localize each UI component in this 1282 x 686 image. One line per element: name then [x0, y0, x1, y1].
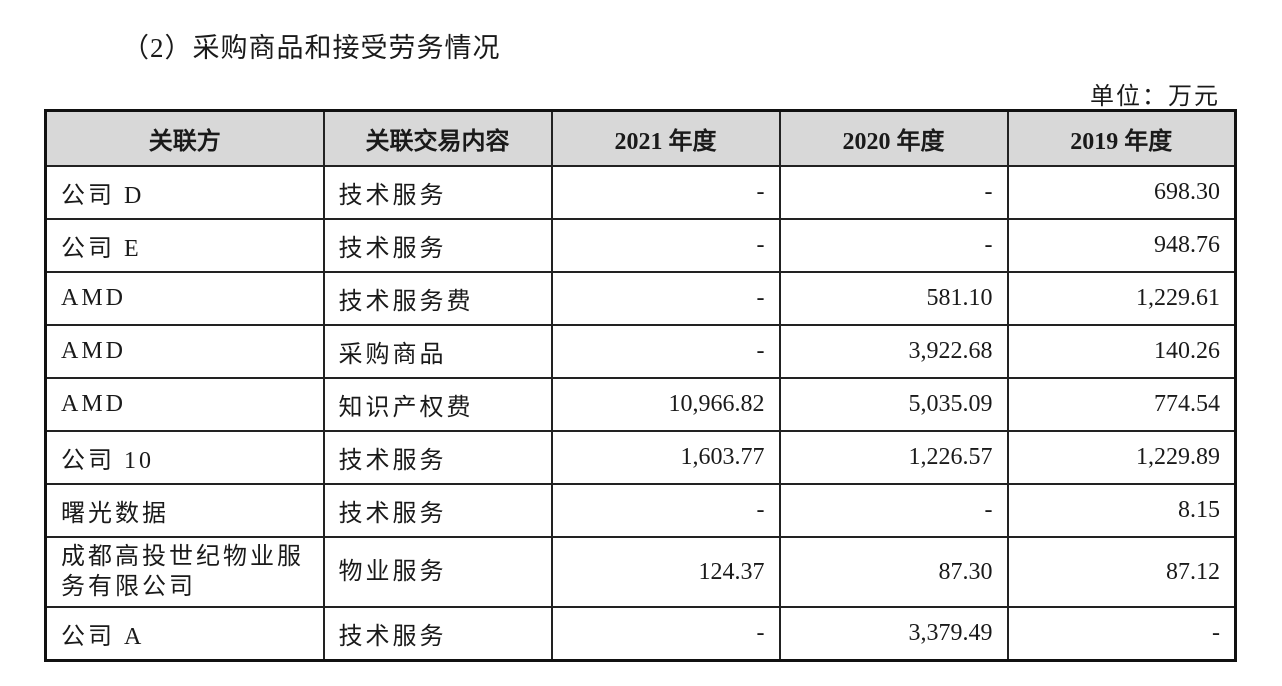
value-2019-cell: 8.15	[1006, 483, 1237, 538]
related-party-cell: AMD	[44, 271, 325, 326]
table-row: AMD 采购商品 -3,922.68 140.26	[44, 324, 1237, 379]
table-row: 公司 D 技术服务 - -698.30	[44, 165, 1237, 220]
value-2020-cell: -	[778, 483, 1009, 538]
value-2020-cell: 581.10	[778, 271, 1009, 326]
unit-label: 单位：万元	[1090, 84, 1220, 110]
header-2019: 2019 年度	[1006, 109, 1237, 167]
related-party-cell: AMD	[44, 377, 325, 432]
value-2020-cell: 3,379.49	[778, 606, 1009, 662]
related-party-cell: 曙光数据	[44, 483, 325, 538]
table-row: 成都高投世纪物业服务有限公司 物业服务 124.37 87.30 87.12	[44, 536, 1237, 608]
table-row: AMD 技术服务费 -581.10 1,229.61	[44, 271, 1237, 326]
related-party-cell: 公司 A	[44, 606, 325, 662]
related-party-cell: 公司 10	[44, 430, 325, 485]
value-2020-cell: 87.30	[778, 536, 1009, 608]
transaction-content-cell: 采购商品	[322, 324, 553, 379]
value-2019-cell: 948.76	[1006, 218, 1237, 273]
value-2020-cell: -	[778, 165, 1009, 220]
related-party-cell: AMD	[44, 324, 325, 379]
value-2021-cell: 10,966.82	[550, 377, 781, 432]
value-2019-cell: 774.54	[1006, 377, 1237, 432]
value-2021-cell: -	[550, 324, 781, 379]
related-party-cell: 成都高投世纪物业服务有限公司	[44, 536, 325, 608]
value-2019-cell: 1,229.89	[1006, 430, 1237, 485]
value-2021-cell: -	[550, 271, 781, 326]
transaction-content-cell: 技术服务	[322, 430, 553, 485]
value-2021-cell: -	[550, 165, 781, 220]
table-row: 公司 E 技术服务 - -948.76	[44, 218, 1237, 273]
table-row: 公司 10 技术服务 1,603.77 1,226.57 1,229.89	[44, 430, 1237, 485]
transaction-content-cell: 技术服务	[322, 483, 553, 538]
header-related-party: 关联方	[44, 109, 325, 167]
value-2020-cell: -	[778, 218, 1009, 273]
value-2021-cell: 1,603.77	[550, 430, 781, 485]
transaction-content-cell: 技术服务	[322, 165, 553, 220]
transaction-content-cell: 技术服务	[322, 218, 553, 273]
value-2019-cell: 140.26	[1006, 324, 1237, 379]
transaction-content-cell: 知识产权费	[322, 377, 553, 432]
header-row: 关联方 关联交易内容 2021 年度 2020 年度 2019 年度	[44, 109, 1237, 167]
section-title: （2）采购商品和接受劳务情况	[122, 33, 501, 63]
table-row: 曙光数据 技术服务 - -8.15	[44, 483, 1237, 538]
table-row: AMD 知识产权费 10,966.82 5,035.09 774.54	[44, 377, 1237, 432]
header-2020: 2020 年度	[778, 109, 1009, 167]
transaction-content-cell: 技术服务	[322, 606, 553, 662]
related-party-cell: 公司 D	[44, 165, 325, 220]
value-2019-cell: -	[1006, 606, 1237, 662]
value-2019-cell: 87.12	[1006, 536, 1237, 608]
value-2019-cell: 698.30	[1006, 165, 1237, 220]
value-2020-cell: 1,226.57	[778, 430, 1009, 485]
value-2021-cell: 124.37	[550, 536, 781, 608]
related-party-cell: 公司 E	[44, 218, 325, 273]
value-2021-cell: -	[550, 483, 781, 538]
value-2021-cell: -	[550, 606, 781, 662]
value-2020-cell: 3,922.68	[778, 324, 1009, 379]
value-2020-cell: 5,035.09	[778, 377, 1009, 432]
header-2021: 2021 年度	[550, 109, 781, 167]
transaction-content-cell: 物业服务	[322, 536, 553, 608]
table-row: 公司 A 技术服务 -3,379.49-	[44, 606, 1237, 662]
transaction-content-cell: 技术服务费	[322, 271, 553, 326]
value-2021-cell: -	[550, 218, 781, 273]
value-2019-cell: 1,229.61	[1006, 271, 1237, 326]
header-transaction-content: 关联交易内容	[322, 109, 553, 167]
